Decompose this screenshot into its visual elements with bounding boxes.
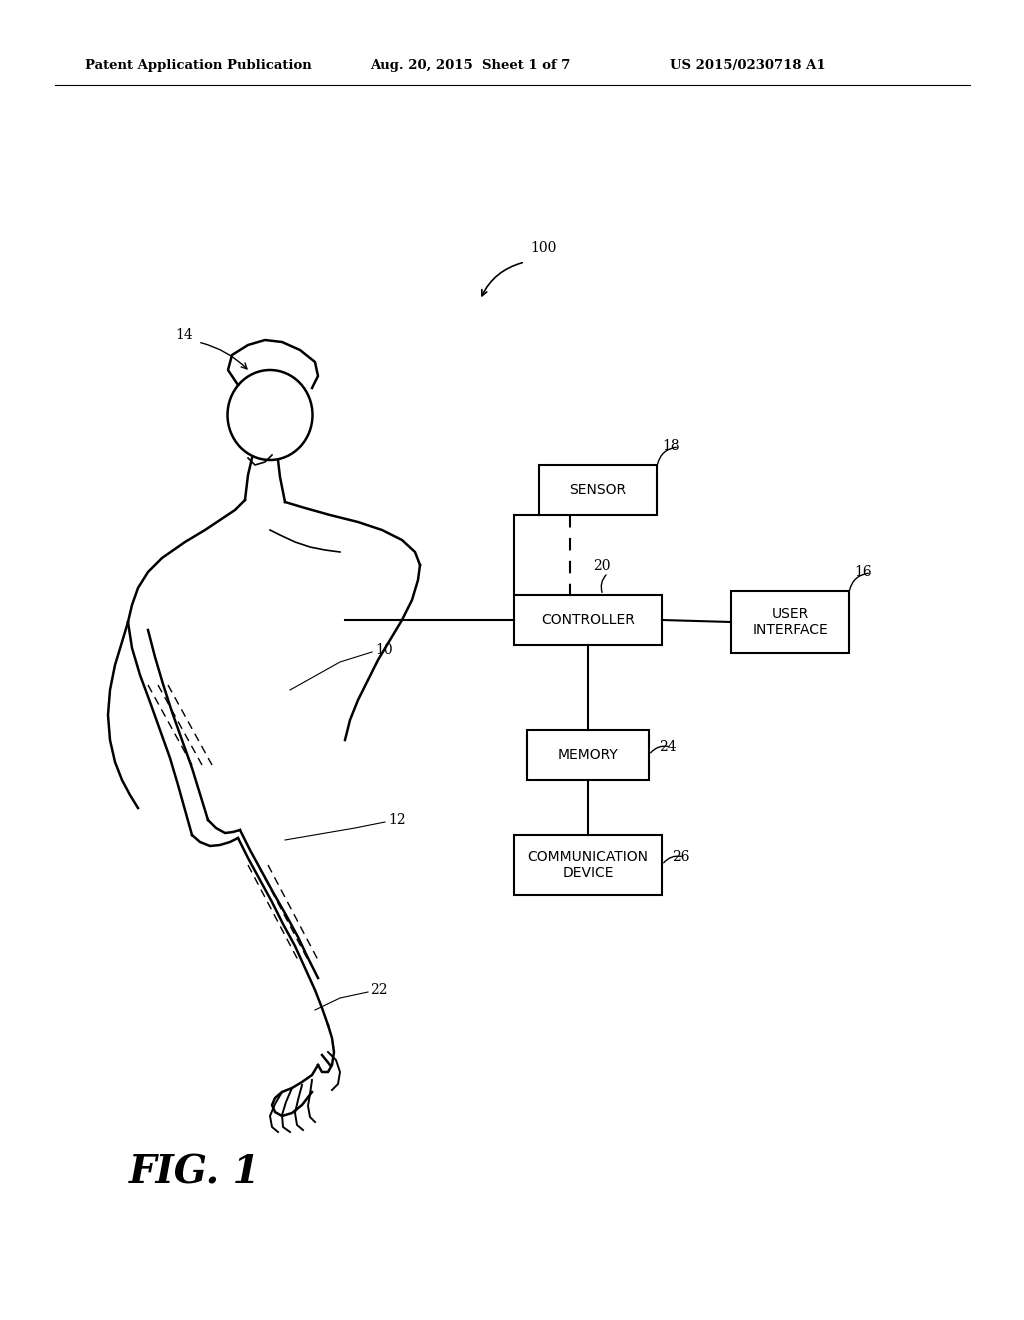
Text: US 2015/0230718 A1: US 2015/0230718 A1: [670, 58, 825, 71]
Text: CONTROLLER: CONTROLLER: [541, 612, 635, 627]
Text: 22: 22: [370, 983, 387, 997]
Bar: [527, 730, 649, 780]
Text: 14: 14: [175, 327, 193, 342]
Text: 16: 16: [854, 565, 871, 579]
Text: USER
INTERFACE: USER INTERFACE: [752, 607, 827, 638]
Text: SENSOR: SENSOR: [569, 483, 627, 498]
Text: Patent Application Publication: Patent Application Publication: [85, 58, 311, 71]
Text: FIG. 1: FIG. 1: [129, 1152, 261, 1191]
Bar: [539, 465, 657, 515]
Text: COMMUNICATION
DEVICE: COMMUNICATION DEVICE: [527, 850, 648, 880]
Bar: [514, 836, 662, 895]
Text: 12: 12: [388, 813, 406, 828]
Text: 10: 10: [375, 643, 392, 657]
Bar: [514, 595, 662, 645]
Text: Aug. 20, 2015  Sheet 1 of 7: Aug. 20, 2015 Sheet 1 of 7: [370, 58, 570, 71]
Text: 18: 18: [662, 440, 680, 453]
Text: 100: 100: [530, 242, 556, 255]
Text: 20: 20: [593, 558, 610, 573]
Text: 24: 24: [659, 741, 677, 754]
Text: MEMORY: MEMORY: [558, 748, 618, 762]
Bar: [731, 591, 849, 653]
Text: 26: 26: [672, 850, 689, 865]
